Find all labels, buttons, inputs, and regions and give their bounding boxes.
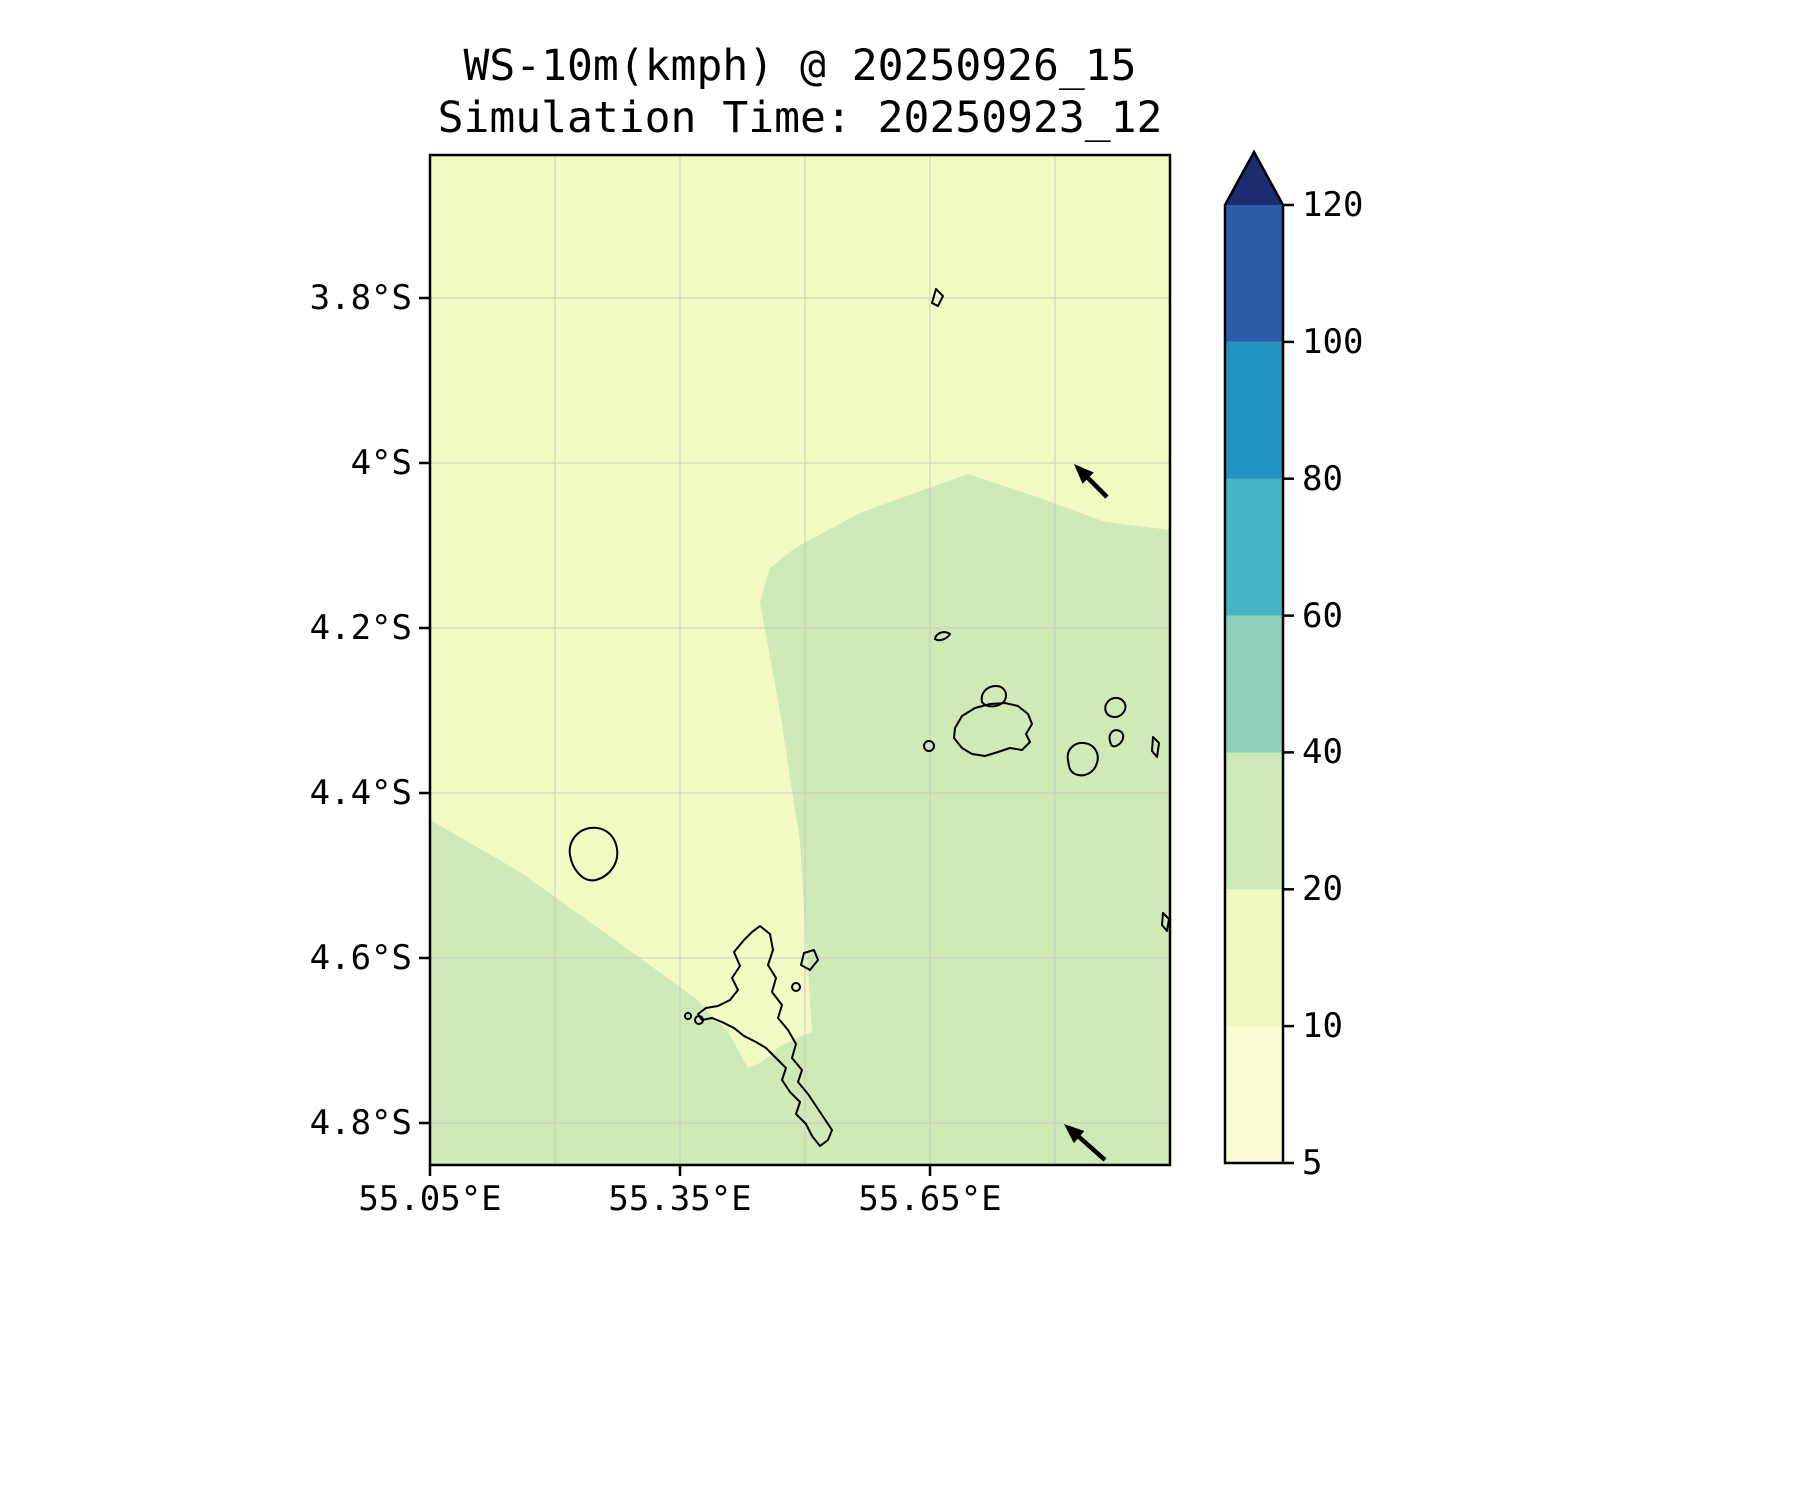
island-ste-anne-outline	[800, 949, 819, 971]
axis-tick-marks	[419, 296, 932, 1176]
islet-near-mahe-outline	[684, 1012, 692, 1020]
gridlines	[430, 155, 1170, 1165]
y-tick-label: 3.8°S	[309, 278, 412, 318]
island-curieuse-outline	[980, 685, 1007, 708]
island-mahe-outline	[697, 925, 833, 1147]
colorbar-tick-marks	[1283, 203, 1294, 1165]
colorbar-tick-label: 120	[1302, 185, 1364, 225]
y-tick-label: 4.8°S	[309, 1103, 412, 1143]
island-marianne-outline	[1108, 729, 1125, 748]
islet-east-edge-outline	[1151, 736, 1160, 758]
colorbar-segment-40-60	[1225, 615, 1283, 753]
colorbar	[1223, 149, 1294, 1165]
wind-arrows	[1064, 464, 1109, 1162]
map-border	[428, 153, 1172, 1167]
colorbar-segment-80-100	[1225, 341, 1283, 479]
islet-near-praslin-outline	[923, 740, 935, 752]
x-tick-label: 55.35°E	[608, 1179, 752, 1219]
contour-fill-layer	[430, 155, 1170, 1165]
colorbar-border	[1223, 149, 1285, 1165]
colorbar-tick-label: 40	[1302, 732, 1343, 772]
colorbar-segment-60-80	[1225, 478, 1283, 616]
colorbar-tick-label: 20	[1302, 869, 1343, 909]
colorbar-tick-label: 10	[1302, 1006, 1343, 1046]
colorbar-extend-triangle	[1225, 152, 1283, 205]
island-la-digue-outline	[1066, 741, 1099, 777]
x-tick-label: 55.65°E	[858, 1179, 1002, 1219]
plot-subtitle: Simulation Time: 20250923_12	[437, 93, 1163, 143]
colorbar-tick-label: 80	[1302, 459, 1343, 499]
island-aride-outline	[934, 631, 951, 642]
y-tick-label: 4°S	[350, 443, 412, 483]
wind-arrow-southeast	[1064, 1124, 1107, 1162]
coastlines	[568, 288, 1170, 1147]
y-tick-label: 4.2°S	[309, 608, 412, 648]
x-tick-label: 55.05°E	[358, 1179, 502, 1219]
colorbar-tick-label: 100	[1302, 322, 1364, 362]
island-silhouette-outline	[568, 826, 619, 882]
colorbar-segment-5-10	[1225, 1026, 1283, 1163]
wind-arrow-northeast	[1074, 464, 1109, 499]
colorbar-tick-label: 60	[1302, 596, 1343, 636]
islet-east-edge-outline	[1161, 912, 1170, 932]
colorbar-segment-10-20	[1225, 889, 1283, 1027]
colorbar-segment-20-40	[1225, 752, 1283, 890]
y-tick-label: 4.4°S	[309, 773, 412, 813]
y-tick-label: 4.6°S	[309, 938, 412, 978]
island-felicite-outline	[1104, 696, 1127, 718]
island-praslin-outline	[953, 702, 1033, 757]
colorbar-segment-100-120	[1225, 205, 1283, 342]
island-denis-outline	[931, 288, 944, 307]
contour-region-mid-wind	[430, 474, 1170, 1165]
colorbar-tick-label: 5	[1302, 1143, 1323, 1183]
plot-title: WS-10m(kmph) @ 20250926_15	[463, 41, 1137, 91]
islet-near-mahe-outline	[694, 1015, 704, 1025]
islet-near-mahe-outline	[791, 982, 801, 992]
